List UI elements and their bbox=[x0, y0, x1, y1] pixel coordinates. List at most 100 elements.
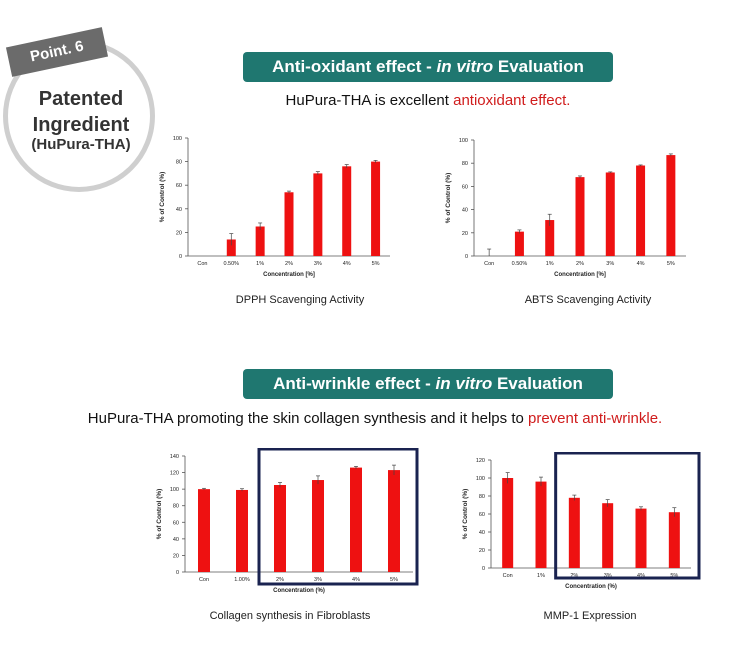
mmp1-x-tick-label: 1% bbox=[537, 573, 545, 579]
mmp1-x-tick-label: 5% bbox=[670, 573, 678, 579]
collagen-bar bbox=[388, 470, 400, 572]
dpph-bar bbox=[313, 173, 323, 256]
collagen-bar bbox=[236, 489, 248, 572]
mmp1-y-tick-label: 80 bbox=[479, 494, 485, 500]
badge-title-line2: Ingredient bbox=[32, 114, 130, 136]
collagen-highlight-box bbox=[257, 448, 419, 586]
abts-bar bbox=[605, 172, 615, 256]
badge-subtitle: (HuPura-THA) bbox=[31, 136, 131, 153]
mmp1-x-tick-label: 4% bbox=[637, 573, 645, 579]
abts-x-tick-label: 0.50% bbox=[512, 261, 528, 267]
dpph-x-tick-label: 2% bbox=[285, 261, 293, 267]
antiwrinkle-subtitle: HuPura-THA promoting the skin collagen s… bbox=[0, 410, 750, 427]
collagen-y-tick-label: 100 bbox=[170, 487, 179, 493]
abts-x-tick-label: 2% bbox=[576, 261, 584, 267]
mmp1-bar bbox=[602, 503, 614, 568]
collagen-x-tick-label: 2% bbox=[276, 577, 284, 583]
collagen-bar bbox=[198, 489, 210, 572]
mmp1-y-axis-label: % of Control (%) bbox=[462, 489, 469, 540]
abts-bar bbox=[545, 220, 555, 256]
dpph-x-tick-label: 1% bbox=[256, 261, 264, 267]
collagen-x-axis-label: Concentration (%) bbox=[273, 588, 325, 594]
dpph-x-tick-label: 4% bbox=[343, 261, 351, 267]
banner-italic: in vitro bbox=[436, 57, 494, 76]
abts-y-tick-label: 100 bbox=[459, 138, 468, 144]
abts-x-tick-label: Con bbox=[484, 261, 494, 267]
badge-title: Patented Ingredient bbox=[18, 86, 144, 138]
dpph-y-axis-label: % of Control (%) bbox=[159, 172, 166, 223]
mmp1-bar bbox=[668, 512, 680, 568]
dpph-bar bbox=[342, 166, 352, 256]
subtitle-highlight: prevent anti-wrinkle. bbox=[528, 410, 663, 427]
dpph-x-tick-label: 3% bbox=[314, 261, 322, 267]
mmp1-x-tick-label: Con bbox=[503, 573, 513, 579]
mmp1-x-axis-label: Concentration (%) bbox=[565, 584, 617, 590]
dpph-x-tick-label: 5% bbox=[372, 261, 380, 267]
dpph-bar bbox=[284, 192, 294, 256]
collagen-bar bbox=[274, 485, 286, 572]
dpph-x-axis-label: Concentration [%] bbox=[263, 272, 315, 278]
dpph-x-tick-label: Con bbox=[197, 261, 207, 267]
mmp1-y-tick-label: 120 bbox=[476, 458, 485, 464]
banner-suffix: Evaluation bbox=[496, 374, 583, 393]
dpph-y-tick-label: 100 bbox=[173, 136, 182, 142]
mmp1-x-tick-label: 2% bbox=[570, 573, 578, 579]
mmp1-bar bbox=[502, 478, 514, 568]
subtitle-plain: HuPura-THA is excellent bbox=[285, 92, 449, 109]
dpph-y-tick-label: 40 bbox=[176, 207, 182, 213]
dpph-x-tick-label: 0.50% bbox=[223, 261, 239, 267]
collagen-x-tick-label: 1.00% bbox=[234, 577, 250, 583]
mmp1-highlight-box bbox=[554, 452, 701, 580]
subtitle-highlight: antioxidant effect. bbox=[453, 92, 571, 109]
abts-bar bbox=[575, 177, 585, 256]
dpph-chart: 0 20 40 60 80 100 % of Control (%) Concentratio… bbox=[159, 136, 390, 278]
dpph-bar bbox=[371, 161, 381, 256]
abts-bar bbox=[636, 165, 646, 256]
abts-x-tick-label: 3% bbox=[606, 261, 614, 267]
collagen-x-tick-label: Con bbox=[199, 577, 209, 583]
antioxidant-subtitle: HuPura-THA is excellent antioxidant effe… bbox=[243, 92, 613, 109]
abts-y-tick-label: 40 bbox=[462, 208, 468, 214]
collagen-y-tick-label: 40 bbox=[173, 537, 179, 543]
collagen-x-tick-label: 4% bbox=[352, 577, 360, 583]
banner-italic: in vitro bbox=[435, 374, 493, 393]
banner-prefix: Anti-wrinkle effect - bbox=[273, 374, 431, 393]
abts-x-tick-label: 4% bbox=[637, 261, 645, 267]
antioxidant-banner: Anti-oxidant effect - in vitro Evaluatio… bbox=[243, 52, 613, 82]
mmp1-chart: 0 20 40 60 80 100 120 % of Control (%) Concentra… bbox=[462, 452, 701, 590]
collagen-y-tick-label: 20 bbox=[173, 553, 179, 559]
dpph-y-tick-label: 60 bbox=[176, 183, 182, 189]
abts-x-axis-label: Concentration [%] bbox=[554, 272, 606, 278]
mmp1-bar bbox=[635, 508, 647, 568]
mmp1-y-tick-label: 20 bbox=[479, 548, 485, 554]
collagen-bar bbox=[312, 480, 324, 572]
mmp1-y-tick-label: 40 bbox=[479, 530, 485, 536]
abts-chart: 0 20 40 60 80 100 % of Control (%) Concentratio… bbox=[445, 138, 686, 278]
mmp1-bar bbox=[568, 497, 580, 568]
abts-y-tick-label: 60 bbox=[462, 184, 468, 190]
dpph-caption: DPPH Scavenging Activity bbox=[235, 294, 365, 306]
abts-y-axis-label: % of Control (%) bbox=[445, 173, 452, 224]
dpph-y-tick-label: 20 bbox=[176, 230, 182, 236]
abts-x-tick-label: 5% bbox=[667, 261, 675, 267]
mmp1-x-tick-label: 3% bbox=[604, 573, 612, 579]
badge-title-line1: Patented bbox=[38, 88, 124, 110]
collagen-y-tick-label: 60 bbox=[173, 520, 179, 526]
subtitle-plain: HuPura-THA promoting the skin collagen s… bbox=[87, 410, 524, 427]
abts-y-tick-label: 0 bbox=[465, 254, 468, 260]
banner-suffix: Evaluation bbox=[497, 57, 584, 76]
collagen-y-tick-label: 140 bbox=[170, 454, 179, 460]
collagen-x-tick-label: 5% bbox=[390, 577, 398, 583]
dpph-y-tick-label: 0 bbox=[179, 254, 182, 260]
collagen-caption: Collagen synthesis in Fibroblasts bbox=[209, 610, 371, 622]
dpph-bar bbox=[255, 226, 265, 256]
dpph-bar bbox=[226, 239, 236, 256]
collagen-bar bbox=[350, 467, 362, 572]
mmp1-y-tick-label: 60 bbox=[479, 512, 485, 518]
collagen-y-tick-label: 80 bbox=[173, 504, 179, 510]
mmp1-y-tick-label: 0 bbox=[482, 566, 485, 572]
collagen-y-tick-label: 120 bbox=[170, 471, 179, 477]
antiwrinkle-banner: Anti-wrinkle effect - in vitro Evaluatio… bbox=[243, 369, 613, 399]
mmp1-bar bbox=[535, 481, 547, 568]
collagen-y-tick-label: 0 bbox=[176, 570, 179, 576]
